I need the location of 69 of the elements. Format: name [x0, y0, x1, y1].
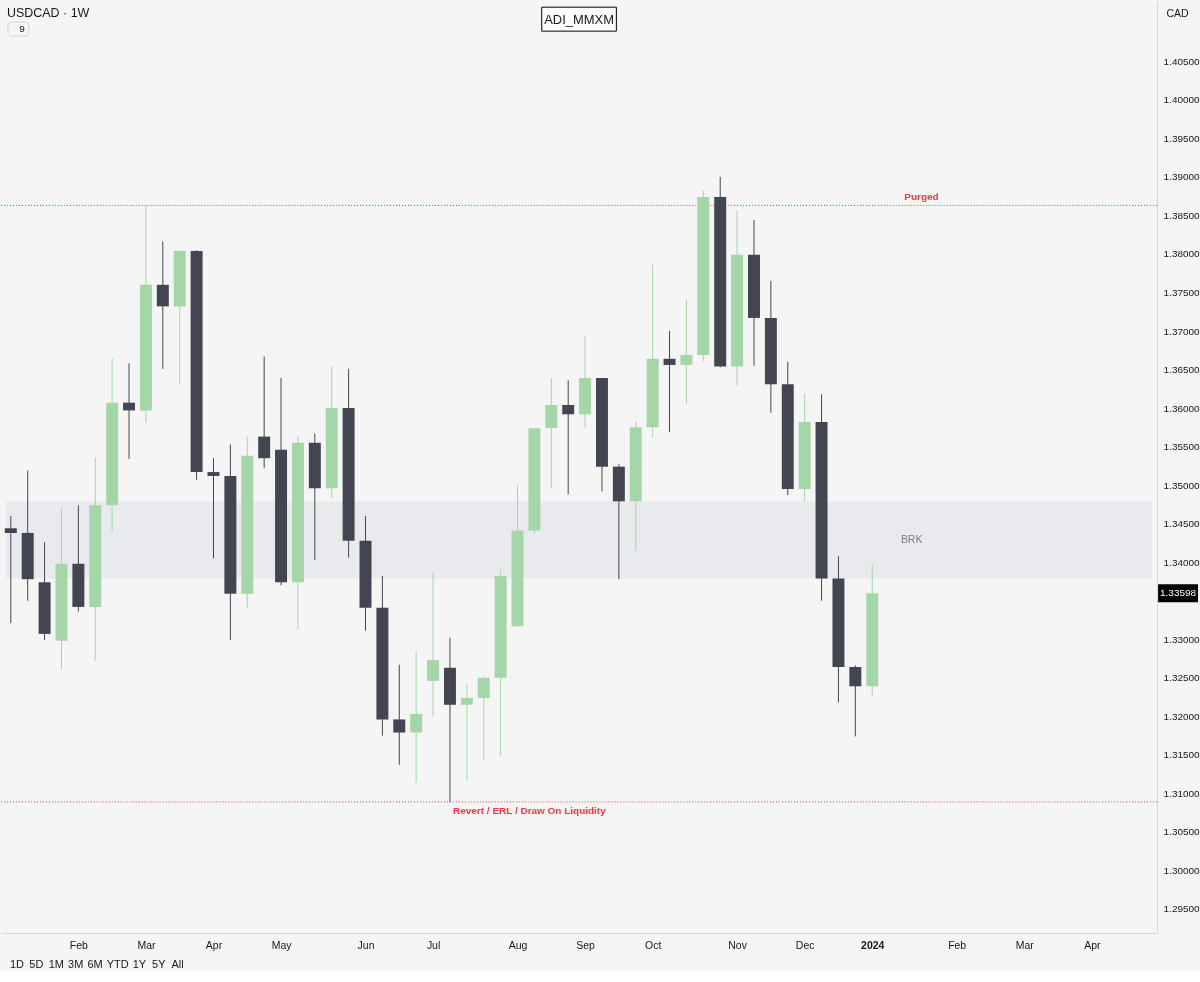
- x-tick-label: May: [271, 940, 293, 952]
- x-tick-label: Aug: [508, 940, 528, 952]
- y-tick-label: 1.36000: [1163, 402, 1200, 414]
- candlestick: [460, 684, 473, 781]
- text: 1Y: [132, 957, 147, 970]
- text: 1.33598: [1160, 587, 1197, 599]
- y-tick-label: 1.32000: [1163, 710, 1200, 722]
- y-tick-label: 1.34000: [1163, 556, 1200, 568]
- text: YTD: [106, 957, 129, 970]
- y-tick-label: 1.35000: [1163, 479, 1200, 491]
- y-tick-label: 1.35500: [1163, 441, 1200, 453]
- annotation: 9: [19, 23, 26, 35]
- ref-line-label: Purged: [904, 191, 939, 203]
- y-tick-label: 1.38500: [1163, 209, 1200, 221]
- y-tick-label: 1.34500: [1163, 518, 1200, 530]
- candlestick: [663, 330, 676, 433]
- text: 6M: [87, 957, 103, 970]
- x-tick-label: Mar: [137, 940, 156, 952]
- candlestick: [123, 362, 136, 460]
- x-tick-label: Apr: [1084, 940, 1101, 952]
- x-tick-label: Feb: [948, 940, 967, 952]
- x-tick-label: Oct: [645, 940, 662, 952]
- x-tick-label: Jul: [426, 940, 441, 952]
- y-tick-label: 1.33000: [1163, 633, 1200, 645]
- x-tick-label: Dec: [795, 940, 815, 952]
- y-tick-label: 1.29500: [1163, 903, 1200, 915]
- candlestick: [207, 457, 220, 559]
- text: 5Y: [152, 957, 167, 970]
- y-tick-label: 1.31000: [1163, 787, 1200, 799]
- text: 1M: [48, 957, 64, 970]
- band-label: BRK: [900, 533, 923, 545]
- x-tick-label: Apr: [205, 940, 223, 952]
- y-tick-label: 1.31500: [1163, 749, 1200, 761]
- y-axis-title: CAD: [1166, 7, 1190, 19]
- chart-title: USDCAD · 1W: [6, 5, 90, 20]
- y-tick-label: 1.30500: [1163, 826, 1200, 838]
- candlestick: [4, 515, 17, 624]
- x-tick-label: Mar: [1015, 940, 1035, 952]
- candlestick: [680, 298, 693, 404]
- x-tick-label: Jun: [357, 940, 375, 952]
- candlestick: [849, 664, 862, 737]
- x-tick-label: Nov: [728, 940, 748, 952]
- y-tick-label: 1.40000: [1163, 94, 1200, 106]
- x-tick-label: 2024: [861, 940, 885, 952]
- y-tick-label: 1.39000: [1163, 171, 1200, 183]
- candlestick: [545, 377, 558, 489]
- annotation: ADI_MMXM: [544, 11, 614, 27]
- text: 5D: [29, 957, 44, 970]
- y-tick-label: 1.40500: [1163, 55, 1200, 67]
- candlestick: [477, 675, 490, 760]
- candlestick: [156, 241, 169, 370]
- candlestick: [562, 379, 575, 495]
- x-tick-label: Feb: [69, 940, 89, 952]
- text: 1D: [9, 957, 25, 970]
- y-tick-label: 1.37000: [1163, 325, 1200, 337]
- candlestick: [410, 651, 423, 784]
- y-tick-label: 1.39500: [1163, 132, 1200, 144]
- text: 3M: [68, 957, 84, 970]
- candlestick: [258, 355, 271, 469]
- ref-line-label: Revert / ERL / Draw On Liquidity: [453, 804, 607, 816]
- y-tick-label: 1.38000: [1163, 248, 1200, 260]
- candlestick: [393, 664, 406, 766]
- candlestick: [427, 572, 440, 717]
- y-tick-label: 1.36500: [1163, 364, 1200, 376]
- y-tick-label: 1.37500: [1163, 286, 1200, 298]
- text: All: [171, 957, 184, 970]
- x-tick-label: Sep: [576, 940, 596, 952]
- y-tick-label: 1.30000: [1163, 864, 1200, 876]
- y-tick-label: 1.32500: [1163, 672, 1200, 684]
